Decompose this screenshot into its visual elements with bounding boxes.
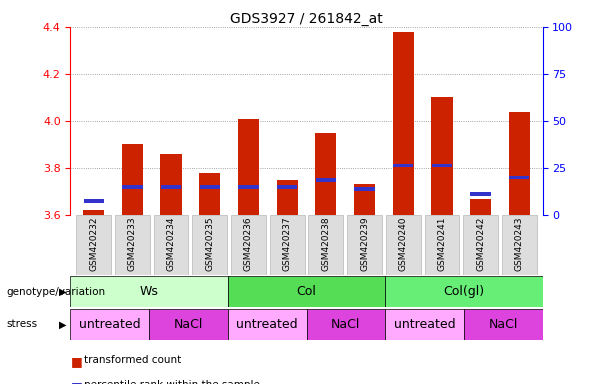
FancyBboxPatch shape: [70, 276, 228, 307]
Text: GSM420238: GSM420238: [321, 216, 330, 271]
Bar: [392, 31, 414, 215]
Bar: [83, 210, 104, 215]
Text: GSM420240: GSM420240: [398, 216, 408, 271]
Bar: [432, 164, 452, 167]
Text: GSM420242: GSM420242: [476, 216, 485, 271]
Bar: [471, 192, 491, 195]
Bar: [315, 133, 337, 215]
Bar: [354, 184, 375, 215]
FancyBboxPatch shape: [385, 309, 464, 340]
Text: GSM420239: GSM420239: [360, 216, 369, 271]
Bar: [393, 164, 413, 167]
FancyBboxPatch shape: [347, 215, 382, 275]
Bar: [200, 185, 220, 189]
Text: percentile rank within the sample: percentile rank within the sample: [84, 380, 260, 384]
FancyBboxPatch shape: [385, 276, 543, 307]
Bar: [122, 185, 142, 189]
FancyBboxPatch shape: [228, 276, 385, 307]
Bar: [470, 199, 491, 215]
Text: GSM420232: GSM420232: [89, 216, 98, 271]
FancyBboxPatch shape: [270, 215, 305, 275]
Text: Ws: Ws: [140, 285, 159, 298]
Title: GDS3927 / 261842_at: GDS3927 / 261842_at: [230, 12, 383, 26]
Text: NaCl: NaCl: [489, 318, 518, 331]
FancyBboxPatch shape: [425, 215, 459, 275]
FancyBboxPatch shape: [149, 309, 228, 340]
Bar: [277, 185, 297, 189]
FancyBboxPatch shape: [228, 309, 306, 340]
Text: genotype/variation: genotype/variation: [6, 287, 105, 297]
Text: GSM420235: GSM420235: [205, 216, 215, 271]
Bar: [316, 178, 336, 182]
FancyBboxPatch shape: [386, 215, 421, 275]
Bar: [122, 144, 143, 215]
Bar: [276, 180, 298, 215]
Text: Col: Col: [297, 285, 316, 298]
Bar: [509, 175, 530, 179]
Bar: [354, 187, 375, 191]
Text: NaCl: NaCl: [331, 318, 360, 331]
FancyBboxPatch shape: [76, 215, 111, 275]
Text: ■: ■: [70, 380, 82, 384]
Text: ▶: ▶: [59, 287, 66, 297]
FancyBboxPatch shape: [70, 309, 149, 340]
Text: GSM420233: GSM420233: [128, 216, 137, 271]
Text: stress: stress: [6, 319, 37, 329]
FancyBboxPatch shape: [231, 215, 266, 275]
Bar: [238, 119, 259, 215]
Text: untreated: untreated: [394, 318, 455, 331]
Bar: [199, 173, 221, 215]
Text: GSM420241: GSM420241: [438, 216, 446, 271]
FancyBboxPatch shape: [308, 215, 343, 275]
FancyBboxPatch shape: [154, 215, 189, 275]
Text: NaCl: NaCl: [174, 318, 203, 331]
Bar: [161, 154, 181, 215]
FancyBboxPatch shape: [502, 215, 537, 275]
Text: untreated: untreated: [237, 318, 298, 331]
Text: GSM420234: GSM420234: [167, 216, 175, 271]
Text: untreated: untreated: [79, 318, 140, 331]
FancyBboxPatch shape: [306, 309, 385, 340]
Bar: [238, 185, 259, 189]
Text: ▶: ▶: [59, 319, 66, 329]
Bar: [161, 185, 181, 189]
FancyBboxPatch shape: [115, 215, 150, 275]
FancyBboxPatch shape: [464, 309, 543, 340]
FancyBboxPatch shape: [463, 215, 498, 275]
Text: transformed count: transformed count: [84, 355, 181, 365]
Text: Col(gl): Col(gl): [443, 285, 484, 298]
Bar: [83, 199, 104, 203]
Text: ■: ■: [70, 355, 82, 368]
Bar: [432, 98, 452, 215]
Text: GSM420237: GSM420237: [283, 216, 292, 271]
FancyBboxPatch shape: [192, 215, 227, 275]
Text: GSM420243: GSM420243: [515, 216, 524, 271]
Text: GSM420236: GSM420236: [244, 216, 253, 271]
Bar: [509, 112, 530, 215]
